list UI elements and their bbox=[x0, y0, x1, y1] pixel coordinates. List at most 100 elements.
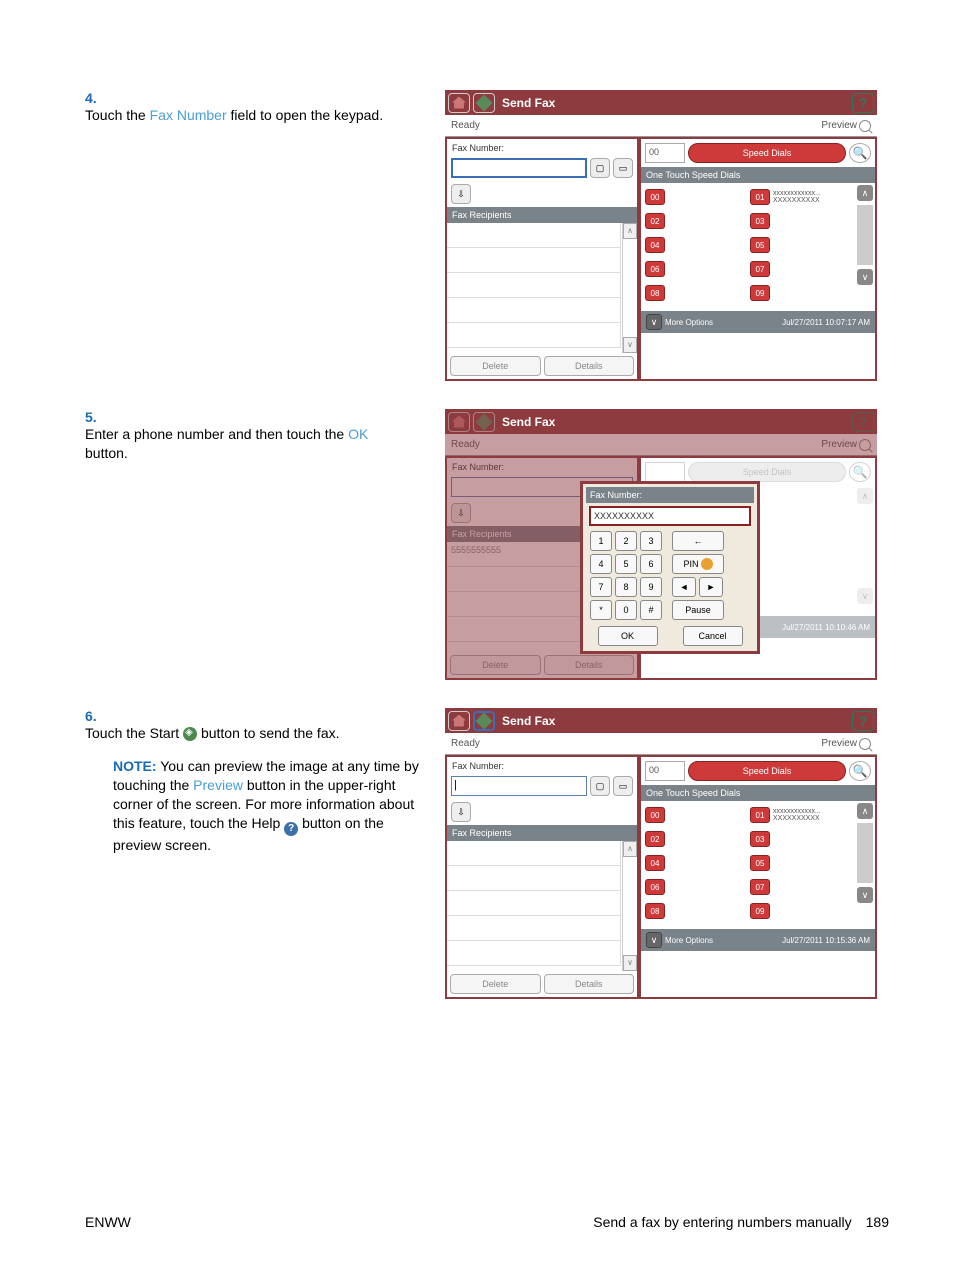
speed-dials-button[interactable]: Speed Dials bbox=[688, 761, 846, 781]
preview-button[interactable]: Preview bbox=[821, 120, 871, 132]
pause-button[interactable]: Pause bbox=[672, 600, 724, 620]
cursor-left[interactable]: ◄ bbox=[672, 577, 696, 597]
sd-09[interactable]: 09 bbox=[750, 903, 770, 919]
key-5[interactable]: 5 bbox=[615, 554, 637, 574]
backspace-button[interactable]: ← bbox=[672, 531, 724, 551]
faxnum-input[interactable] bbox=[451, 158, 587, 178]
sd-00[interactable]: 00 bbox=[645, 807, 665, 823]
key-7[interactable]: 7 bbox=[590, 577, 612, 597]
sd-07[interactable]: 07 bbox=[750, 261, 770, 277]
start-icon-inline bbox=[183, 727, 197, 741]
help-icon[interactable]: ? bbox=[852, 93, 874, 113]
step6-note: NOTE: You can preview the image at any t… bbox=[113, 757, 433, 855]
sd-02[interactable]: 02 bbox=[645, 831, 665, 847]
sd-08[interactable]: 08 bbox=[645, 285, 665, 301]
delete-button[interactable]: Delete bbox=[450, 356, 541, 376]
start-icon[interactable] bbox=[473, 93, 495, 113]
delete-button[interactable]: Delete bbox=[450, 974, 541, 994]
sd-03[interactable]: 03 bbox=[750, 213, 770, 229]
sd-04[interactable]: 04 bbox=[645, 237, 665, 253]
sd-06[interactable]: 06 bbox=[645, 879, 665, 895]
sd-search-icon: 🔍 bbox=[849, 462, 871, 482]
ok-link: OK bbox=[348, 426, 368, 442]
key-0[interactable]: 0 bbox=[615, 600, 637, 620]
preview-button[interactable]: Preview bbox=[821, 738, 871, 750]
add-recipient-button[interactable]: ⇩ bbox=[451, 802, 471, 822]
key-8[interactable]: 8 bbox=[615, 577, 637, 597]
key-3[interactable]: 3 bbox=[640, 531, 662, 551]
keypad-label: Fax Number: bbox=[586, 487, 754, 503]
sd-00[interactable]: 00 bbox=[645, 189, 665, 205]
sd-08[interactable]: 08 bbox=[645, 903, 665, 919]
sd-02[interactable]: 02 bbox=[645, 213, 665, 229]
cursor-right[interactable]: ► bbox=[699, 577, 723, 597]
step4-num: 4. bbox=[85, 90, 113, 106]
sd-scroll-down[interactable]: ∨ bbox=[857, 887, 873, 903]
sd-index: 00 bbox=[645, 761, 685, 781]
delete-button: Delete bbox=[450, 655, 541, 675]
home-icon bbox=[448, 412, 470, 432]
addressbook-button[interactable]: ▭ bbox=[613, 776, 633, 796]
cancel-button[interactable]: Cancel bbox=[683, 626, 743, 646]
fax-title: Send Fax bbox=[502, 415, 555, 429]
home-icon[interactable] bbox=[448, 93, 470, 113]
more-options-button[interactable]: ∨More Options bbox=[646, 932, 713, 948]
sd-scroll-up[interactable]: ∧ bbox=[857, 803, 873, 819]
key-2[interactable]: 2 bbox=[615, 531, 637, 551]
key-6[interactable]: 6 bbox=[640, 554, 662, 574]
scroll-down[interactable]: ∨ bbox=[623, 337, 637, 353]
home-icon[interactable] bbox=[448, 711, 470, 731]
ok-button[interactable]: OK bbox=[598, 626, 658, 646]
add-recipient-button[interactable]: ⇩ bbox=[451, 184, 471, 204]
step5-text: Enter a phone number and then touch the … bbox=[85, 425, 395, 463]
sd-05[interactable]: 05 bbox=[750, 855, 770, 871]
sd-index bbox=[645, 462, 685, 482]
sd-scroll-down[interactable]: ∨ bbox=[857, 269, 873, 285]
start-icon[interactable] bbox=[473, 711, 495, 731]
details-button[interactable]: Details bbox=[544, 974, 635, 994]
step5-b: button. bbox=[85, 445, 128, 461]
add-recipient-button: ⇩ bbox=[451, 503, 471, 523]
sd-search-icon[interactable]: 🔍 bbox=[849, 143, 871, 163]
pin-button[interactable]: PIN bbox=[672, 554, 724, 574]
keypad-button[interactable]: ▢ bbox=[590, 776, 610, 796]
scroll-up[interactable]: ∧ bbox=[623, 223, 637, 239]
sd-01[interactable]: 01 bbox=[750, 189, 770, 205]
details-button: Details bbox=[544, 655, 635, 675]
faxnum-input[interactable]: | bbox=[451, 776, 587, 796]
more-options-button[interactable]: ∨More Options bbox=[646, 314, 713, 330]
sd-03[interactable]: 03 bbox=[750, 831, 770, 847]
fax-title: Send Fax bbox=[502, 96, 555, 110]
sd-search-icon[interactable]: 🔍 bbox=[849, 761, 871, 781]
keypad-button[interactable]: ▢ bbox=[590, 158, 610, 178]
key-1[interactable]: 1 bbox=[590, 531, 612, 551]
sd-04[interactable]: 04 bbox=[645, 855, 665, 871]
sd-01[interactable]: 01 bbox=[750, 807, 770, 823]
key-4[interactable]: 4 bbox=[590, 554, 612, 574]
magnify-icon bbox=[859, 120, 871, 132]
sd-scroll-up[interactable]: ∧ bbox=[857, 185, 873, 201]
key-9[interactable]: 9 bbox=[640, 577, 662, 597]
scroll-down[interactable]: ∨ bbox=[623, 955, 637, 971]
details-button[interactable]: Details bbox=[544, 356, 635, 376]
key-hash[interactable]: # bbox=[640, 600, 662, 620]
scroll-up[interactable]: ∧ bbox=[623, 841, 637, 857]
sd-09[interactable]: 09 bbox=[750, 285, 770, 301]
speed-dials-button: Speed Dials bbox=[688, 462, 846, 482]
sd-06[interactable]: 06 bbox=[645, 261, 665, 277]
note-label: NOTE: bbox=[113, 758, 157, 774]
faxnum-label: Fax Number: bbox=[447, 139, 637, 155]
key-star[interactable]: * bbox=[590, 600, 612, 620]
speed-dials-button[interactable]: Speed Dials bbox=[688, 143, 846, 163]
addressbook-button[interactable]: ▭ bbox=[613, 158, 633, 178]
fax-screenshot-3: Send Fax ? Ready Preview Fax Number: | ▢… bbox=[445, 708, 877, 999]
status-ready: Ready bbox=[451, 439, 480, 450]
status-ready: Ready bbox=[451, 738, 480, 749]
sd-index: 00 bbox=[645, 143, 685, 163]
sd-05[interactable]: 05 bbox=[750, 237, 770, 253]
help-icon[interactable]: ? bbox=[852, 711, 874, 731]
faxnum-label: Fax Number: bbox=[447, 757, 637, 773]
onetouch-label: One Touch Speed Dials bbox=[641, 167, 875, 183]
sd-07[interactable]: 07 bbox=[750, 879, 770, 895]
keypad-input[interactable]: XXXXXXXXXX bbox=[589, 506, 751, 526]
